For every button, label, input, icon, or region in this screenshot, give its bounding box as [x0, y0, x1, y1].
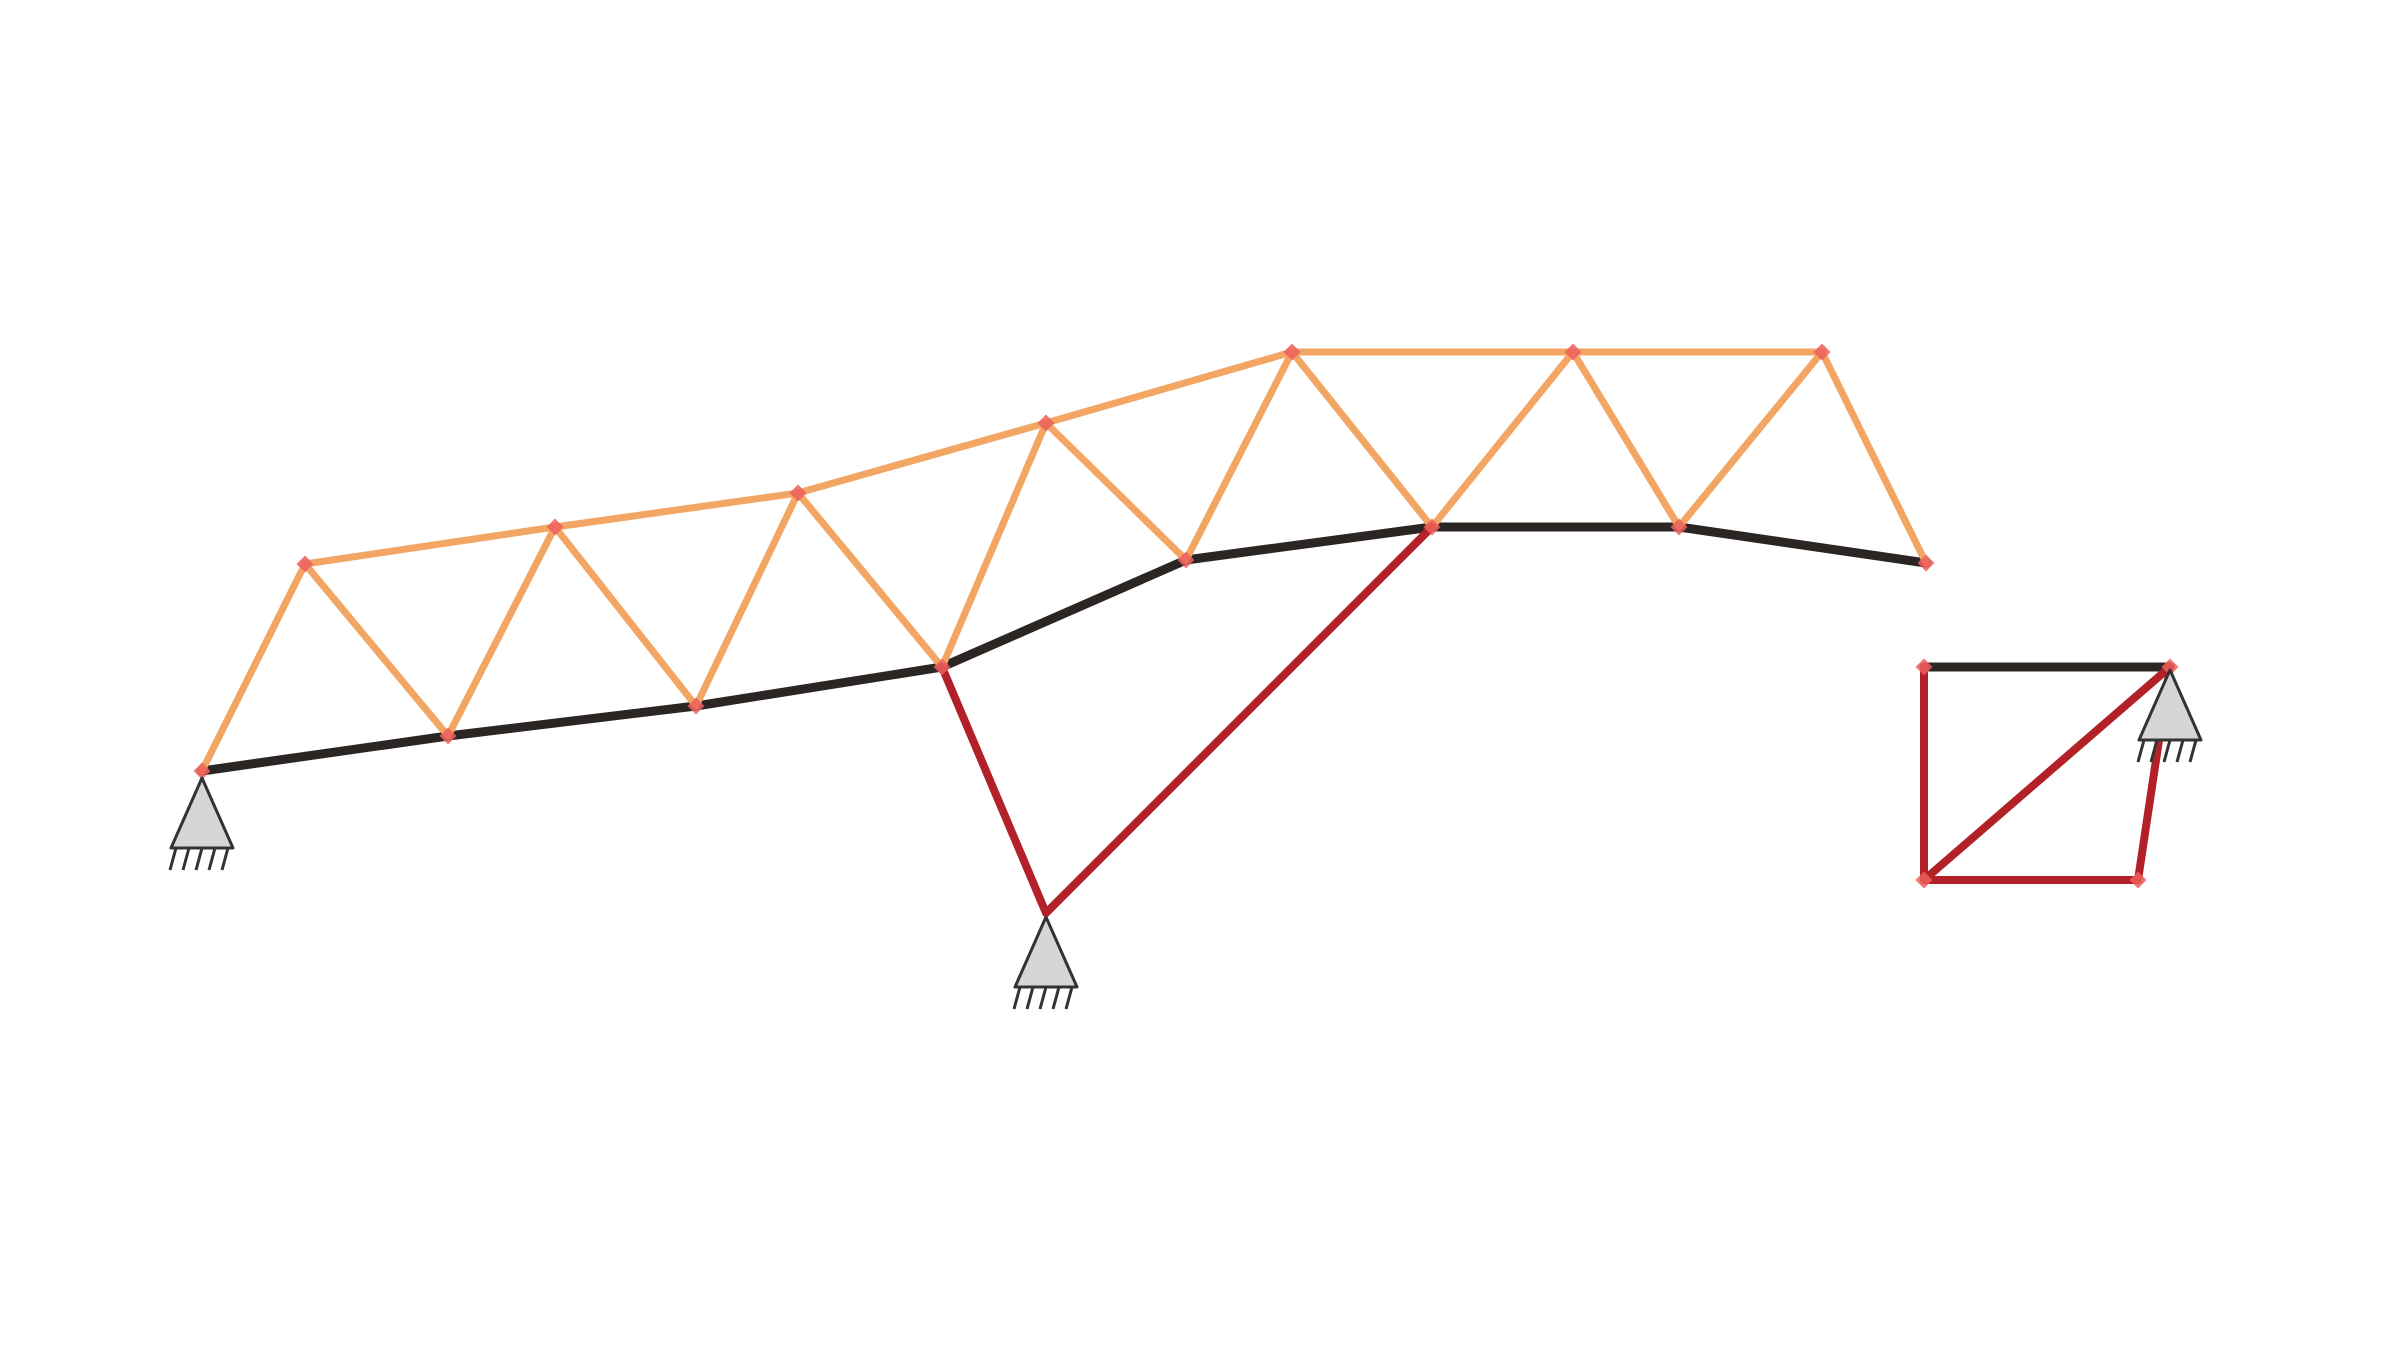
pin-support-right-hatch	[2188, 739, 2198, 763]
orange-member-H-J	[1042, 348, 1296, 427]
orange-member-I-J	[1182, 348, 1296, 564]
pin-support-left-hatch	[207, 847, 217, 871]
orange-member-E-F	[692, 489, 802, 710]
orange-member-M-N	[1675, 348, 1826, 531]
pin-support-right-hatch	[2149, 739, 2159, 763]
red-member-G-Q	[938, 663, 1050, 917]
members-layer	[197, 348, 2175, 917]
orange-member-H-I	[1042, 419, 1190, 564]
dark-member-M-O	[1674, 522, 1931, 568]
pin-support-right-hatch	[2162, 739, 2172, 763]
node-marker-I	[1177, 551, 1195, 569]
node-marker-O	[1917, 554, 1935, 572]
node-marker-K	[1423, 518, 1441, 536]
dark-member-A-C	[197, 731, 453, 776]
node-marker-R	[1915, 658, 1933, 676]
orange-member-C-D	[444, 523, 559, 740]
orange-member-F-H	[794, 419, 1050, 497]
pin-support-middle-hatch	[1064, 986, 1074, 1010]
orange-member-J-K	[1288, 348, 1436, 531]
dark-member-G-I	[937, 555, 1191, 672]
node-marker-G	[933, 658, 951, 676]
pin-support-left-hatch	[168, 847, 178, 871]
node-marker-M	[1670, 518, 1688, 536]
pin-support-right-hatch	[2175, 739, 2185, 763]
orange-member-F-G	[794, 489, 946, 671]
orange-member-K-L	[1428, 348, 1577, 531]
node-marker-C	[439, 727, 457, 745]
pin-support-middle	[1012, 915, 1079, 1010]
pin-support-right	[2136, 668, 2203, 763]
node-marker-D	[546, 518, 564, 536]
orange-member-D-F	[551, 489, 802, 531]
pin-support-middle-hatch	[1038, 986, 1048, 1010]
node-marker-B	[296, 555, 314, 573]
dark-member-C-E	[443, 701, 701, 741]
pin-support-left-hatch	[220, 847, 230, 871]
red-member-Q-K	[1042, 523, 1436, 917]
node-marker-U	[2129, 871, 2147, 889]
node-marker-F	[789, 484, 807, 502]
orange-member-L-M	[1569, 348, 1683, 531]
dark-member-I-K	[1181, 522, 1437, 565]
pin-support-left-hatch	[181, 847, 191, 871]
orange-member-G-H	[938, 419, 1050, 671]
node-marker-A	[193, 762, 211, 780]
pin-support-middle-hatch	[1051, 986, 1061, 1010]
orange-member-B-C	[301, 560, 452, 740]
node-marker-T	[1915, 871, 1933, 889]
node-marker-E	[687, 697, 705, 715]
pin-support-right-hatch	[2136, 739, 2146, 763]
pin-support-left	[168, 776, 235, 871]
orange-member-B-D	[301, 523, 559, 568]
pin-support-middle-hatch	[1025, 986, 1035, 1010]
pin-support-middle-hatch	[1012, 986, 1022, 1010]
orange-member-N-O	[1818, 348, 1930, 567]
red-member-T-S	[1920, 663, 2174, 884]
node-marker-S	[2161, 658, 2179, 676]
orange-member-A-B	[198, 560, 309, 775]
pin-support-left-hatch	[194, 847, 204, 871]
dark-member-E-G	[691, 662, 947, 711]
orange-member-D-E	[551, 523, 700, 710]
supports-layer	[168, 668, 2203, 1010]
